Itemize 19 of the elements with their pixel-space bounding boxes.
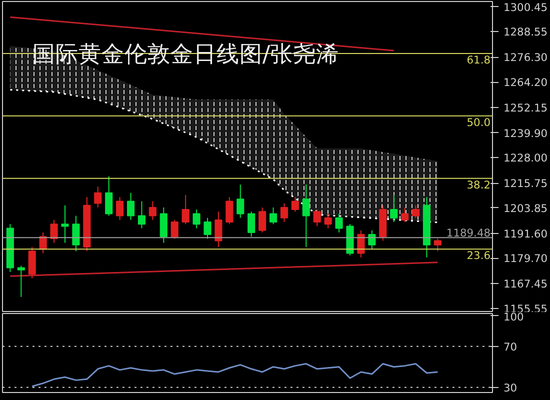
y-tick-label: 1288.55: [504, 26, 548, 39]
y-tick-label: 1252.15: [504, 101, 548, 114]
annotation: 23.6: [466, 249, 491, 262]
y-tick-label: 1203.85: [504, 202, 548, 215]
annotation: 61.8: [466, 54, 491, 67]
y-tick-label: 30: [504, 381, 518, 394]
y-tick-label: 1179.70: [504, 252, 548, 266]
y-tick-label: 70: [504, 340, 518, 354]
y-tick-label: 1167.45: [504, 278, 548, 291]
y-tick-label: 1215.75: [504, 177, 548, 190]
y-tick-label: 1264.20: [504, 76, 548, 90]
y-tick-label: 1191.60: [504, 227, 548, 240]
y-tick-label: 1300.45: [504, 0, 548, 14]
annotation: 50.0: [466, 116, 491, 129]
ref-line-label: 1189.48: [446, 226, 491, 240]
y-tick-label: 1239.90: [504, 126, 548, 140]
annotation: 38.2: [466, 178, 491, 192]
y-tick-label: 1276.30: [504, 51, 548, 64]
y-tick-label: 1228.00: [504, 152, 548, 165]
